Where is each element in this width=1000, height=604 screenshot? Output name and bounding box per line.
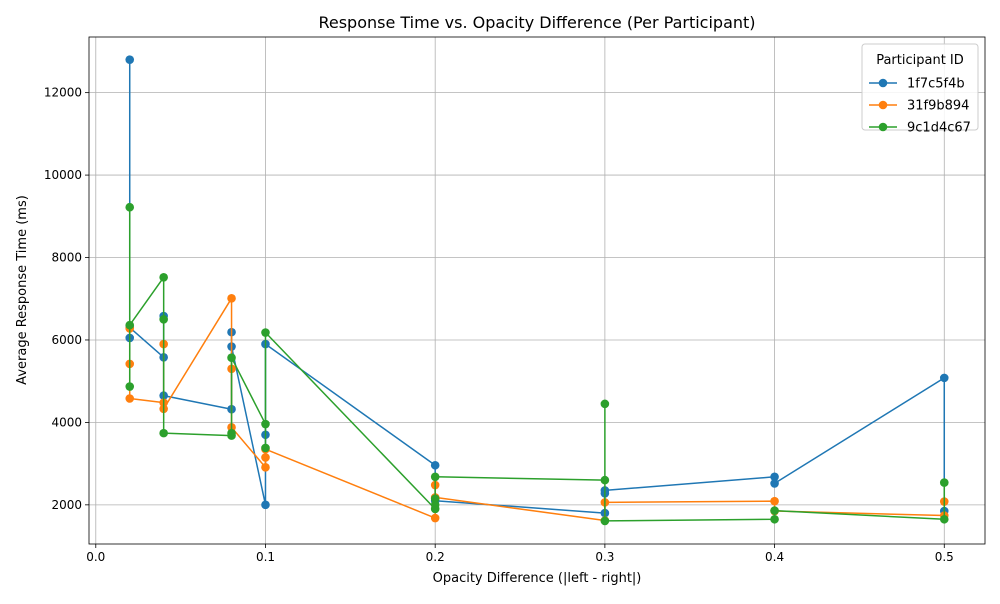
plot-frame xyxy=(88,36,986,545)
axis-ticks: 0.0 0.1 0.2 0.3 0.4 0.5 2000 4000 6000 8000 10000 1… xyxy=(44,86,954,564)
y-tick-label: 6000 xyxy=(51,333,82,347)
data-point xyxy=(159,428,168,438)
data-point xyxy=(430,472,440,482)
data-point xyxy=(430,513,440,523)
data-point xyxy=(430,460,440,470)
data-point xyxy=(770,506,779,515)
legend-title: Participant ID xyxy=(876,53,964,68)
data-point xyxy=(600,475,610,485)
legend-box xyxy=(861,43,979,131)
data-point xyxy=(770,472,779,482)
legend-marker xyxy=(878,100,888,110)
legend-entries: 1f7c5f4b 31f9b894 9c1d4c67 xyxy=(869,77,971,136)
data-point xyxy=(261,419,270,429)
x-tick-label: 0.2 xyxy=(426,550,445,564)
legend-label: 31f9b894 xyxy=(907,99,969,114)
legend-entry: 9c1d4c67 xyxy=(869,121,971,136)
data-point xyxy=(125,55,135,64)
x-tick-label: 0.3 xyxy=(595,550,614,564)
x-tick-label: 0.1 xyxy=(256,550,275,564)
data-point xyxy=(125,382,135,391)
legend: Participant ID 1f7c5f4b 31f9b894 9c1d4c67 xyxy=(861,43,979,136)
data-point xyxy=(227,353,236,362)
legend-marker xyxy=(878,78,888,88)
data-point xyxy=(430,500,440,510)
x-tick-label: 0.0 xyxy=(86,550,105,564)
y-tick-label: 4000 xyxy=(51,415,82,429)
data-point xyxy=(261,463,270,472)
data-point xyxy=(430,494,440,503)
data-point xyxy=(770,496,779,506)
data-point xyxy=(159,315,168,324)
x-tick-label: 0.5 xyxy=(935,550,954,564)
data-point xyxy=(770,479,779,488)
data-point xyxy=(939,373,949,383)
x-axis-label: Opacity Difference (|left - right|) xyxy=(433,571,642,586)
data-point xyxy=(125,394,135,403)
legend-marker xyxy=(878,122,888,132)
x-tick-label: 0.4 xyxy=(765,550,784,564)
data-point xyxy=(227,294,236,303)
data-point xyxy=(125,320,135,330)
data-point xyxy=(600,516,610,526)
y-tick-label: 2000 xyxy=(51,498,82,512)
data-point xyxy=(939,478,949,487)
legend-label: 9c1d4c67 xyxy=(907,121,971,136)
legend-entry: 31f9b894 xyxy=(869,99,969,114)
y-axis-label: Average Response Time (ms) xyxy=(15,195,30,385)
legend-label: 1f7c5f4b xyxy=(907,77,965,92)
data-point xyxy=(261,443,270,453)
chart-title: Response Time vs. Opacity Difference (Pe… xyxy=(318,13,755,32)
series-layer xyxy=(125,55,949,526)
y-tick-label: 8000 xyxy=(51,251,82,265)
data-point xyxy=(261,453,270,462)
y-tick-label: 12000 xyxy=(44,86,82,100)
data-point xyxy=(261,500,270,510)
data-point xyxy=(600,399,610,409)
data-point xyxy=(159,273,168,282)
legend-entry: 1f7c5f4b xyxy=(869,77,965,92)
data-point xyxy=(770,514,779,524)
data-point xyxy=(125,202,135,212)
data-point xyxy=(261,328,270,337)
data-point xyxy=(227,428,236,438)
data-point xyxy=(939,514,949,524)
y-tick-label: 10000 xyxy=(44,168,82,182)
series-9c1d4c67 xyxy=(125,202,949,526)
